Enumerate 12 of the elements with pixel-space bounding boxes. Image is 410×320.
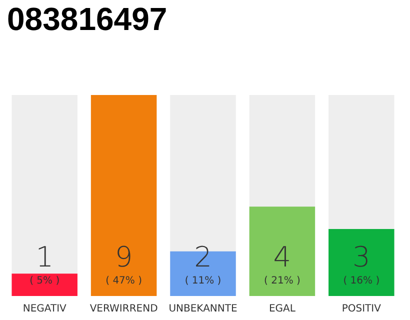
x-tick-label: POSITIV: [342, 304, 382, 314]
bar: [12, 274, 78, 296]
chart-title: 083816497: [7, 1, 168, 37]
data-label: 4 ( 21% ): [264, 240, 300, 286]
data-label: 1 ( 5% ): [30, 240, 60, 286]
x-tick-label: VERWIRREND: [90, 304, 158, 314]
data-label: 3 ( 16% ): [343, 240, 380, 286]
x-tick-label: EGAL: [268, 304, 296, 314]
data-label: 2 ( 11% ): [184, 240, 222, 286]
x-tick-label: UNBEKANNTE: [168, 304, 238, 314]
data-label: 9 ( 47% ): [106, 240, 142, 286]
x-tick-label: NEGATIV: [22, 304, 67, 314]
